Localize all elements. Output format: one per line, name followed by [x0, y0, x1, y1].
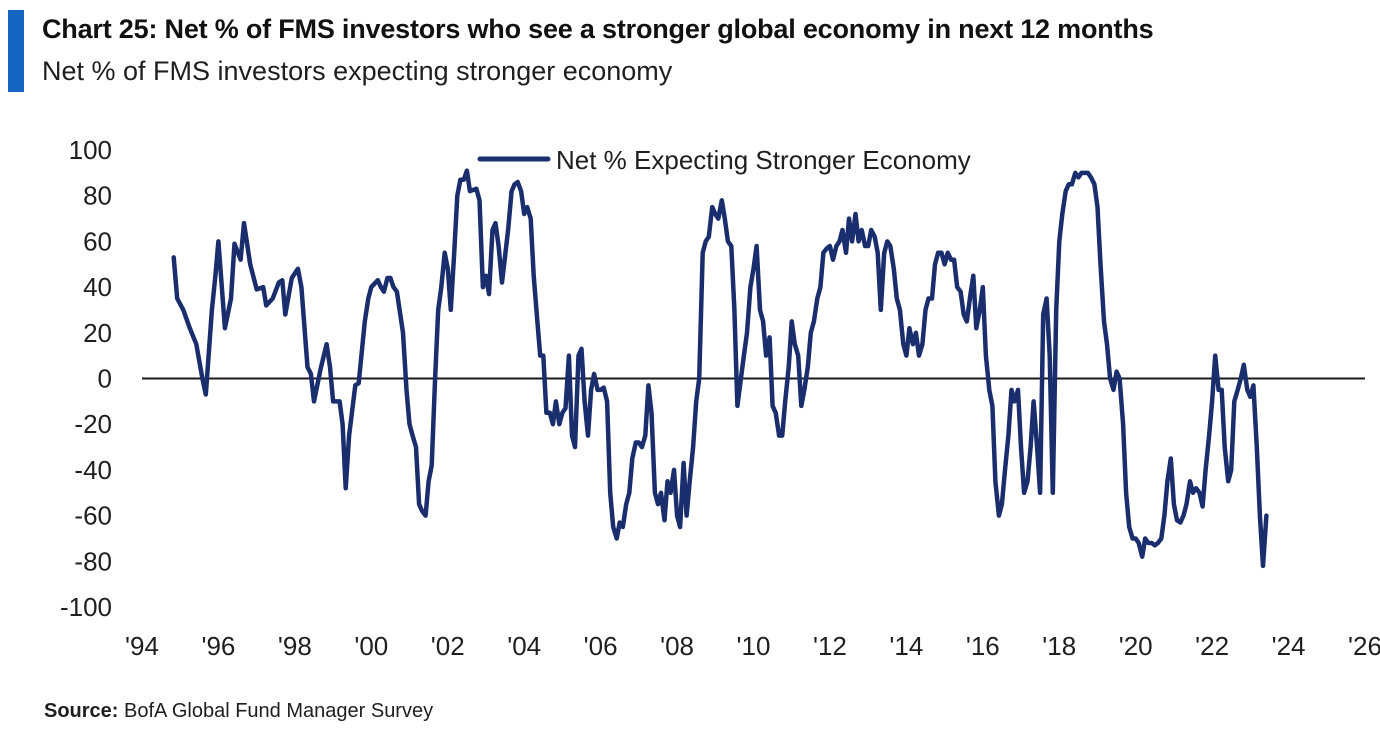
y-tick-label: -20 [74, 409, 112, 439]
x-tick-label: '12 [813, 631, 847, 661]
y-tick-label: -40 [74, 455, 112, 485]
y-tick-label: -60 [74, 501, 112, 531]
x-tick-label: '24 [1272, 631, 1306, 661]
y-tick-label: -80 [74, 546, 112, 576]
y-tick-label: 20 [83, 318, 112, 348]
y-tick-label: 60 [83, 226, 112, 256]
source-note: Source: BofA Global Fund Manager Survey [44, 700, 433, 723]
series-line-0 [171, 168, 1269, 569]
x-tick-label: '22 [1195, 631, 1229, 661]
x-tick-label: '02 [431, 631, 465, 661]
x-tick-label: '16 [966, 631, 1000, 661]
y-tick-label: 0 [98, 364, 112, 394]
x-tick-label: '14 [889, 631, 923, 661]
y-axis-labels: 100 80 60 40 20 0 -20 -40 -60 -80 -100 [60, 135, 112, 622]
x-tick-label: '98 [278, 631, 312, 661]
y-tick-label: 80 [83, 181, 112, 211]
x-tick-label: '10 [737, 631, 771, 661]
legend: Net % Expecting Stronger Economy [477, 145, 971, 175]
chart-title: Chart 25: Net % of FMS investors who see… [42, 14, 1154, 44]
x-tick-label: '94 [125, 631, 159, 661]
x-tick-label: '96 [201, 631, 235, 661]
chart-subtitle: Net % of FMS investors expecting stronge… [42, 56, 673, 86]
x-axis-labels: '94 '96 '98 '00 '02 '04 '06 '08 '10 '12 '14 '16 '18 '… [125, 631, 1380, 661]
legend-label: Net % Expecting Stronger Economy [556, 145, 971, 175]
line-chart: 100 80 60 40 20 0 -20 -40 -60 -80 -100 '94 '96 '98 '0… [60, 135, 1380, 661]
y-tick-label: -100 [60, 592, 112, 622]
x-tick-label: '04 [507, 631, 541, 661]
x-tick-label: '26 [1348, 631, 1380, 661]
x-tick-label: '08 [660, 631, 694, 661]
source-text: BofA Global Fund Manager Survey [124, 700, 434, 722]
title-accent-bar [8, 10, 24, 92]
source-label: Source: [44, 700, 119, 722]
x-tick-label: '20 [1119, 631, 1153, 661]
x-tick-label: '00 [354, 631, 388, 661]
y-tick-label: 100 [69, 135, 112, 165]
series-layer [171, 168, 1269, 569]
y-tick-label: 40 [83, 272, 112, 302]
x-tick-label: '18 [1042, 631, 1076, 661]
x-tick-label: '06 [584, 631, 618, 661]
